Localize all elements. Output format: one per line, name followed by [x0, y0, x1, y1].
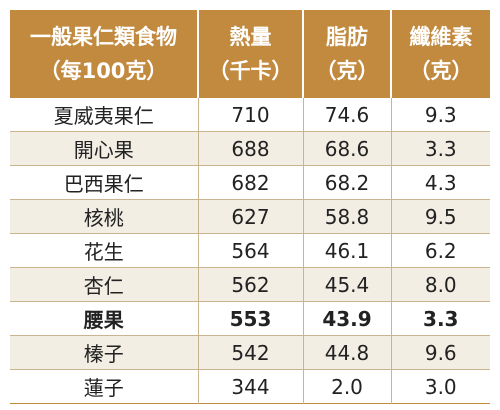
- cell-calories: 627: [197, 199, 303, 234]
- cell-fiber: 6.2: [390, 233, 490, 268]
- table-row: 巴西果仁 682 68.2 4.3: [10, 165, 490, 200]
- cell-calories: 553: [197, 301, 303, 336]
- cell-food: 杏仁: [10, 267, 198, 302]
- cell-fiber: 9.3: [390, 98, 490, 132]
- header-food-line1: 一般果仁類食物: [30, 25, 177, 49]
- header-calories: 熱量 （千卡）: [197, 10, 303, 98]
- header-fat: 脂肪 （克）: [302, 10, 391, 98]
- table-row: 開心果 688 68.6 3.3: [10, 131, 490, 166]
- cell-food: 巴西果仁: [10, 165, 198, 200]
- cell-calories: 562: [197, 267, 303, 302]
- table-header: 一般果仁類食物 （每100克） 熱量 （千卡） 脂肪 （克） 纖維素 （克）: [10, 10, 490, 98]
- table-row: 杏仁 562 45.4 8.0: [10, 267, 490, 302]
- cell-fiber: 8.0: [390, 267, 490, 302]
- cell-fat: 43.9: [302, 301, 391, 336]
- cell-calories: 710: [197, 98, 303, 132]
- table-row: 核桃 627 58.8 9.5: [10, 199, 490, 234]
- cell-fat: 46.1: [302, 233, 391, 268]
- cell-fat: 2.0: [302, 369, 391, 404]
- header-fat-line2: （克）: [315, 59, 379, 83]
- cell-fiber: 3.3: [390, 301, 490, 336]
- cell-fat: 45.4: [302, 267, 391, 302]
- cell-fiber: 3.0: [390, 369, 490, 404]
- cell-fat: 58.8: [302, 199, 391, 234]
- table-row: 榛子 542 44.8 9.6: [10, 335, 490, 370]
- cell-food: 榛子: [10, 335, 198, 370]
- nutrition-table: 一般果仁類食物 （每100克） 熱量 （千卡） 脂肪 （克） 纖維素 （克）: [10, 10, 490, 404]
- table-row: 蓮子 344 2.0 3.0: [10, 369, 490, 404]
- cell-fiber: 9.5: [390, 199, 490, 234]
- cell-calories: 344: [197, 369, 303, 404]
- cell-calories: 682: [197, 165, 303, 200]
- cell-food: 腰果: [10, 301, 198, 336]
- header-food: 一般果仁類食物 （每100克）: [10, 10, 198, 98]
- header-fiber-line2: （克）: [409, 59, 473, 83]
- cell-food: 夏威夷果仁: [10, 98, 198, 132]
- cell-food: 花生: [10, 233, 198, 268]
- header-calories-line1: 熱量: [229, 25, 272, 49]
- cell-fat: 68.2: [302, 165, 391, 200]
- header-food-line2: （每100克）: [39, 59, 168, 83]
- cell-food: 蓮子: [10, 369, 198, 404]
- cell-food: 核桃: [10, 199, 198, 234]
- table-row: 花生 564 46.1 6.2: [10, 233, 490, 268]
- cell-fiber: 3.3: [390, 131, 490, 166]
- table-row: 夏威夷果仁 710 74.6 9.3: [10, 98, 490, 132]
- header-calories-line2: （千卡）: [208, 59, 293, 83]
- header-fat-line1: 脂肪: [326, 25, 368, 49]
- cell-fiber: 4.3: [390, 165, 490, 200]
- nutrition-table-container: 一般果仁類食物 （每100克） 熱量 （千卡） 脂肪 （克） 纖維素 （克）: [10, 10, 490, 404]
- cell-fiber: 9.6: [390, 335, 490, 370]
- cell-food: 開心果: [10, 131, 198, 166]
- cell-calories: 688: [197, 131, 303, 166]
- header-fiber: 纖維素 （克）: [390, 10, 490, 98]
- cell-fat: 68.6: [302, 131, 391, 166]
- cell-calories: 564: [197, 233, 303, 268]
- table-row-highlighted: 腰果 553 43.9 3.3: [10, 301, 490, 336]
- cell-fat: 74.6: [302, 98, 391, 132]
- cell-calories: 542: [197, 335, 303, 370]
- table-body: 夏威夷果仁 710 74.6 9.3 開心果 688 68.6 3.3 巴西果仁…: [10, 98, 490, 404]
- cell-fat: 44.8: [302, 335, 391, 370]
- header-fiber-line1: 纖維素: [409, 25, 473, 49]
